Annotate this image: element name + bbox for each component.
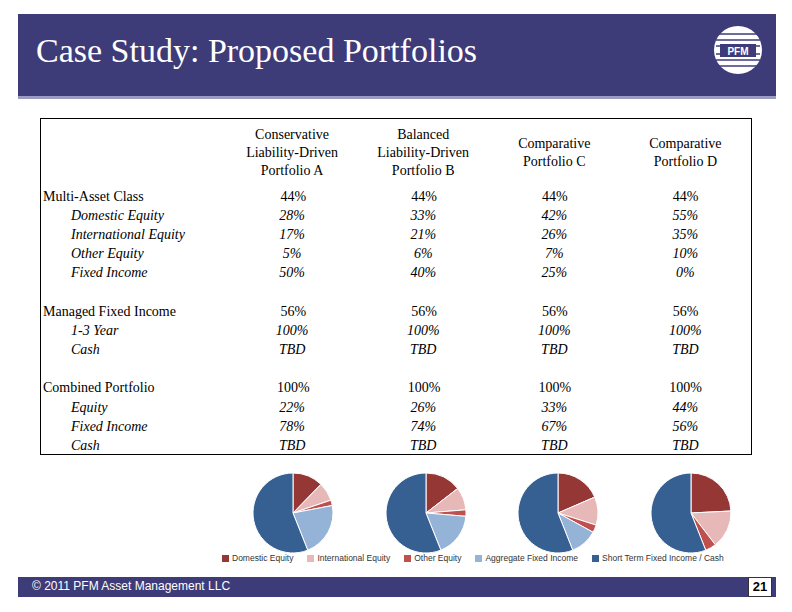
html-text:10%: 10% bbox=[672, 246, 699, 262]
html-text:33%: 33% bbox=[541, 399, 568, 415]
html-text:26%: 26% bbox=[541, 227, 568, 242]
html-text:Short Term Fixed Income / Cash: Short Term Fixed Income / Cash bbox=[602, 553, 724, 563]
html-text:44%: 44% bbox=[672, 399, 699, 415]
html-text:44%: 44% bbox=[280, 188, 307, 204]
html-text:100%: 100% bbox=[275, 322, 309, 338]
html-text:7%: 7% bbox=[545, 246, 564, 262]
html-text:Liability-Driven: Liability-Driven bbox=[377, 145, 469, 160]
html-text:21: 21 bbox=[752, 579, 768, 594]
svg-text:PFM: PFM bbox=[727, 46, 748, 57]
html-text:56%: 56% bbox=[672, 418, 699, 434]
html-text:50%: 50% bbox=[279, 265, 305, 281]
html-text:International Equity: International Equity bbox=[317, 553, 391, 563]
html-text:Balanced: Balanced bbox=[397, 127, 450, 142]
html-text:Portfolio C: Portfolio C bbox=[523, 154, 586, 169]
html-text:100%: 100% bbox=[406, 322, 440, 338]
html-text:Comparative: Comparative bbox=[649, 136, 722, 151]
html-text:100%: 100% bbox=[669, 380, 702, 396]
html-text:100%: 100% bbox=[407, 380, 441, 396]
html-text:56%: 56% bbox=[411, 303, 437, 319]
html-text:40%: 40% bbox=[410, 265, 436, 281]
html-text:1-3 Year: 1-3 Year bbox=[71, 322, 119, 338]
html-text:78%: 78% bbox=[279, 418, 305, 434]
html-text:Other Equity: Other Equity bbox=[71, 246, 144, 262]
html-text:0%: 0% bbox=[676, 265, 695, 281]
html-text:44%: 44% bbox=[411, 188, 437, 204]
html-text:TBD: TBD bbox=[672, 438, 699, 453]
html-text:Portfolio D: Portfolio D bbox=[653, 154, 718, 169]
html-text:Liability-Driven: Liability-Driven bbox=[246, 145, 338, 160]
html-text:100%: 100% bbox=[669, 322, 702, 338]
html-text:Fixed Income: Fixed Income bbox=[71, 265, 148, 281]
html-text:100%: 100% bbox=[538, 380, 572, 396]
html-text:TBD: TBD bbox=[410, 342, 437, 358]
html-text:26%: 26% bbox=[410, 399, 436, 415]
html-text:Cash: Cash bbox=[71, 438, 100, 453]
html-text:Fixed Income: Fixed Income bbox=[71, 418, 148, 434]
html-text:56%: 56% bbox=[280, 303, 307, 319]
html-text:44%: 44% bbox=[542, 188, 568, 204]
html-text:100%: 100% bbox=[277, 380, 310, 396]
html-text:International Equity: International Equity bbox=[71, 227, 185, 242]
html-text:56%: 56% bbox=[672, 303, 699, 319]
html-text:5%: 5% bbox=[282, 246, 302, 262]
html-text:74%: 74% bbox=[410, 418, 436, 434]
html-text:17%: 17% bbox=[279, 227, 305, 242]
html-text:Equity: Equity bbox=[71, 399, 108, 415]
html-text:Domestic Equity: Domestic Equity bbox=[232, 553, 294, 563]
html-text:Aggregate Fixed Income: Aggregate Fixed Income bbox=[485, 553, 579, 563]
html-text:TBD: TBD bbox=[410, 438, 437, 453]
html-text:Portfolio B: Portfolio B bbox=[391, 163, 455, 178]
html-text:Domestic Equity: Domestic Equity bbox=[71, 207, 164, 223]
html-text:25%: 25% bbox=[541, 265, 568, 281]
html-text:Conservative: Conservative bbox=[255, 127, 329, 142]
html-text:Multi-Asset Class: Multi-Asset Class bbox=[43, 188, 144, 204]
html-text:100%: 100% bbox=[538, 322, 571, 338]
html-text:55%: 55% bbox=[672, 207, 699, 223]
html-text:TBD: TBD bbox=[541, 342, 568, 358]
html-text:6%: 6% bbox=[413, 246, 433, 262]
html-text:Case Study: Proposed Portfolio: Case Study: Proposed Portfolios bbox=[36, 32, 478, 69]
html-text:44%: 44% bbox=[672, 188, 699, 204]
html-text:© 2011 PFM Asset Management LL: © 2011 PFM Asset Management LLC bbox=[32, 579, 231, 593]
html-text:TBD: TBD bbox=[278, 438, 306, 453]
html-text:Portfolio A: Portfolio A bbox=[260, 163, 324, 178]
html-text:Combined Portfolio: Combined Portfolio bbox=[43, 380, 155, 396]
html-text:33%: 33% bbox=[410, 207, 436, 223]
html-text:Managed Fixed Income: Managed Fixed Income bbox=[43, 303, 176, 319]
html-text:42%: 42% bbox=[541, 207, 568, 223]
html-text:22%: 22% bbox=[279, 399, 305, 415]
html-text:67%: 67% bbox=[541, 418, 568, 434]
html-text:TBD: TBD bbox=[278, 342, 306, 358]
html-text:Cash: Cash bbox=[71, 342, 100, 358]
html-text:56%: 56% bbox=[542, 303, 568, 319]
html-text:Other Equity: Other Equity bbox=[414, 553, 462, 563]
html-text:TBD: TBD bbox=[541, 438, 568, 453]
html-text:TBD: TBD bbox=[672, 342, 699, 358]
html-text:21%: 21% bbox=[410, 227, 436, 242]
html-text:Comparative: Comparative bbox=[518, 136, 591, 151]
html-text:28%: 28% bbox=[279, 207, 305, 223]
html-text:35%: 35% bbox=[672, 227, 699, 242]
